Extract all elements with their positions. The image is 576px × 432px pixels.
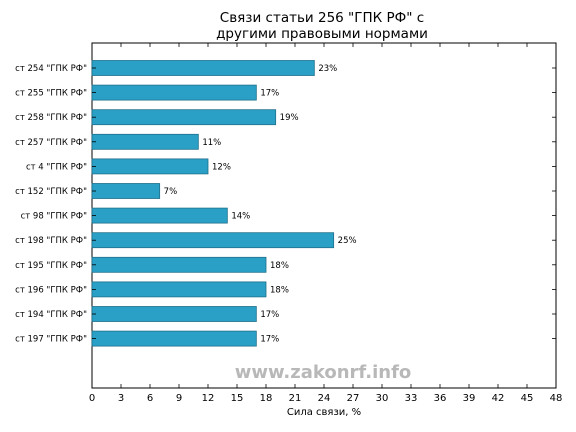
x-tick-label: 15 bbox=[231, 393, 244, 404]
x-tick-label: 18 bbox=[260, 393, 273, 404]
x-axis-ticks: 0 3 6 9 12 15 18 21 24 27 30 33 36 39 42 45 48 bbox=[89, 43, 563, 404]
x-tick-label: 45 bbox=[521, 393, 534, 404]
category-label: ст 152 "ГПК РФ" bbox=[15, 187, 87, 197]
data-label: 18% bbox=[270, 285, 289, 295]
x-tick-label: 21 bbox=[289, 393, 302, 404]
bar bbox=[91, 133, 199, 150]
data-label: 23% bbox=[318, 64, 337, 74]
bar bbox=[91, 330, 257, 347]
bar bbox=[91, 281, 267, 298]
x-tick-label: 33 bbox=[405, 393, 418, 404]
data-label: 25% bbox=[338, 236, 357, 246]
category-label: ст 195 "ГПК РФ" bbox=[15, 261, 87, 271]
bar bbox=[91, 207, 228, 224]
category-label: ст 196 "ГПК РФ" bbox=[15, 285, 87, 295]
x-tick-label: 6 bbox=[147, 393, 153, 404]
category-label: ст 197 "ГПК РФ" bbox=[15, 335, 87, 345]
data-label: 12% bbox=[212, 162, 231, 172]
bars-group: ст 254 "ГПК РФ" 23% ст 255 "ГПК РФ" 17% ст 2… bbox=[15, 60, 556, 347]
category-label: ст 98 "ГПК РФ" bbox=[21, 212, 88, 222]
bar bbox=[91, 158, 209, 175]
data-label: 14% bbox=[231, 212, 250, 222]
data-label: 17% bbox=[260, 89, 279, 99]
x-tick-label: 9 bbox=[176, 393, 182, 404]
category-label: ст 194 "ГПК РФ" bbox=[15, 310, 87, 320]
x-tick-label: 30 bbox=[376, 393, 389, 404]
watermark: www.zakonrf.info bbox=[235, 362, 412, 383]
x-tick-label: 0 bbox=[89, 393, 95, 404]
x-tick-label: 27 bbox=[347, 393, 360, 404]
data-label: 17% bbox=[260, 310, 279, 320]
x-tick-label: 24 bbox=[318, 393, 331, 404]
category-label: ст 255 "ГПК РФ" bbox=[15, 89, 87, 99]
x-axis-title: Сила связи, % bbox=[287, 407, 361, 418]
category-label: ст 4 "ГПК РФ" bbox=[26, 162, 87, 172]
bar bbox=[91, 256, 267, 273]
category-label: ст 198 "ГПК РФ" bbox=[15, 236, 87, 246]
category-label: ст 258 "ГПК РФ" bbox=[15, 113, 87, 123]
bar bbox=[91, 60, 315, 76]
bar bbox=[91, 183, 161, 199]
bar bbox=[91, 232, 335, 249]
x-tick-label: 3 bbox=[118, 393, 124, 404]
chart-title-line-1: Связи статьи 256 "ГПК РФ" с bbox=[220, 10, 424, 26]
x-tick-label: 12 bbox=[202, 393, 215, 404]
bar bbox=[91, 306, 257, 322]
data-label: 18% bbox=[270, 261, 289, 271]
data-label: 19% bbox=[280, 113, 299, 123]
x-tick-label: 39 bbox=[463, 393, 476, 404]
data-label: 17% bbox=[260, 335, 279, 345]
data-label: 7% bbox=[164, 187, 178, 197]
bar bbox=[91, 109, 277, 126]
x-tick-label: 36 bbox=[434, 393, 447, 404]
x-tick-label: 42 bbox=[492, 393, 505, 404]
category-label: ст 257 "ГПК РФ" bbox=[15, 138, 87, 148]
x-tick-label: 48 bbox=[550, 393, 563, 404]
chart-title-line-2: другими правовыми нормами bbox=[216, 26, 428, 42]
category-label: ст 254 "ГПК РФ" bbox=[15, 64, 87, 74]
bar bbox=[91, 84, 257, 101]
data-label: 11% bbox=[202, 138, 221, 148]
